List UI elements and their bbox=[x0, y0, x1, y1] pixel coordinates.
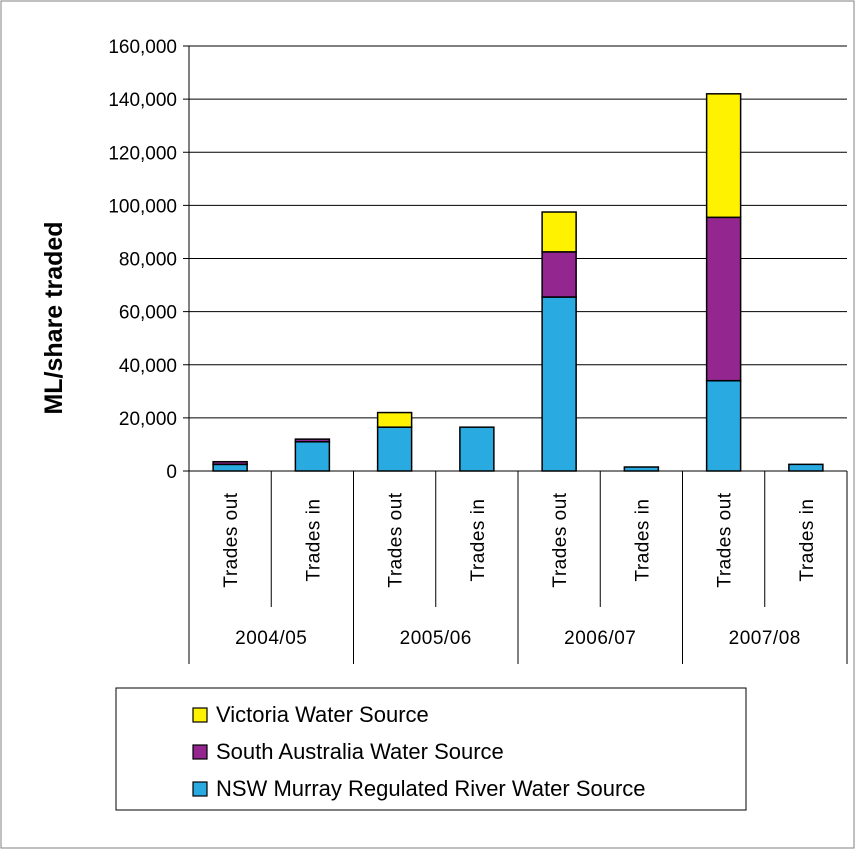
legend-swatch bbox=[192, 744, 208, 760]
x-category-labels: Trades out Trades in Trades out Trades in Tr… bbox=[221, 492, 818, 587]
bar-segment bbox=[541, 211, 577, 253]
bars bbox=[212, 93, 824, 472]
x-category-label: Trades out bbox=[550, 492, 571, 587]
legend-entry: South Australia Water Source bbox=[216, 739, 504, 764]
y-tick-label: 60,000 bbox=[119, 303, 177, 324]
x-group-label: 2007/08 bbox=[729, 628, 801, 649]
legend-entry: NSW Murray Regulated River Water Source bbox=[216, 776, 646, 801]
bar-segment bbox=[705, 93, 742, 219]
y-tick-label: 20,000 bbox=[119, 409, 177, 430]
y-tick-label: 0 bbox=[166, 462, 177, 483]
legend-entry: Victoria Water Source bbox=[216, 702, 429, 727]
x-category-label: Trades in bbox=[797, 499, 818, 582]
bar-segment bbox=[541, 251, 577, 298]
bar-segment bbox=[294, 438, 331, 443]
x-group-label: 2004/05 bbox=[235, 628, 307, 649]
y-tick-labels: 0 20,000 40,000 60,000 80,000 100,000 120,000 1… bbox=[108, 37, 177, 483]
bar-segment bbox=[294, 441, 331, 472]
bar-segment bbox=[459, 426, 495, 472]
x-category-label: Trades out bbox=[386, 492, 407, 587]
bar-segment bbox=[541, 296, 577, 472]
legend: Victoria Water Source South Australia Wat… bbox=[115, 687, 747, 811]
bar-segment bbox=[705, 216, 742, 382]
bar-segment bbox=[212, 463, 248, 472]
bar-segment bbox=[623, 466, 660, 472]
bar-segment bbox=[212, 460, 248, 466]
y-tick-label: 100,000 bbox=[108, 196, 177, 217]
x-category-label: Trades in bbox=[632, 499, 653, 582]
y-tick-label: 120,000 bbox=[108, 143, 177, 164]
x-category-label: Trades out bbox=[221, 492, 242, 587]
x-category-label: Trades out bbox=[715, 492, 736, 587]
y-tick-label: 80,000 bbox=[119, 250, 177, 271]
bar-segment bbox=[376, 426, 413, 472]
bar-segment bbox=[788, 463, 824, 472]
bar-segment bbox=[705, 379, 742, 472]
x-group-label: 2006/07 bbox=[564, 628, 636, 649]
y-tick-label: 160,000 bbox=[108, 37, 177, 58]
y-tick-label: 40,000 bbox=[119, 356, 177, 377]
x-group-labels: 2004/05 2005/06 2006/07 2007/08 bbox=[235, 628, 801, 649]
axes bbox=[183, 45, 848, 664]
x-category-label: Trades in bbox=[468, 499, 489, 582]
y-axis-label: ML/share traded bbox=[40, 221, 68, 414]
x-group-label: 2005/06 bbox=[400, 628, 472, 649]
x-category-label: Trades in bbox=[303, 499, 324, 582]
legend-box bbox=[115, 687, 747, 811]
bar-segment bbox=[376, 411, 413, 428]
legend-swatch bbox=[192, 707, 208, 723]
legend-swatch bbox=[192, 781, 208, 797]
y-tick-label: 140,000 bbox=[108, 90, 177, 111]
